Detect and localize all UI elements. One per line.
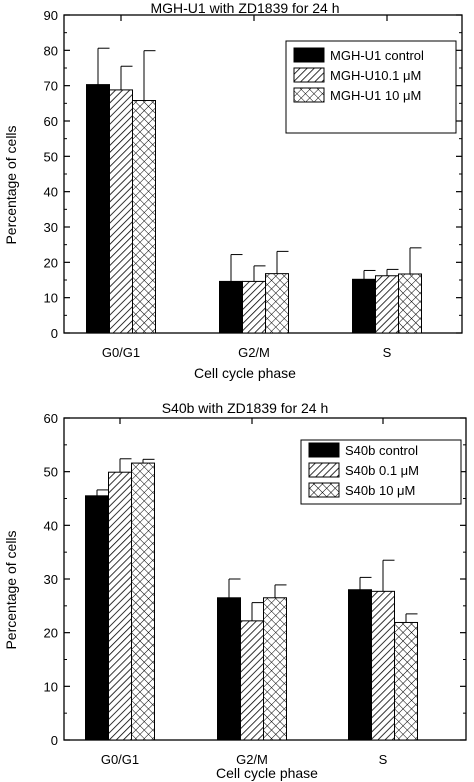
bar bbox=[131, 462, 155, 741]
y-tick-label: 50 bbox=[44, 465, 58, 480]
y-ticks: 0 10 20 30 40 50 60 bbox=[44, 411, 466, 748]
y-tick-label: 60 bbox=[44, 411, 58, 426]
y-tick-label: 30 bbox=[44, 220, 58, 235]
bar bbox=[398, 273, 422, 334]
bar bbox=[219, 280, 243, 334]
legend-swatch bbox=[293, 67, 325, 83]
bar bbox=[348, 589, 372, 741]
chart-title: MGH-U1 with ZD1839 for 24 h bbox=[150, 0, 339, 16]
x-tick-label: G0/G1 bbox=[102, 345, 140, 360]
x-tick-label: G2/M bbox=[236, 752, 268, 767]
x-ticks: G0/G1 G2/M S bbox=[102, 15, 392, 360]
legend-swatch bbox=[293, 87, 325, 103]
y-tick-label: 60 bbox=[44, 114, 58, 129]
y-axis-label: Percentage of cells bbox=[3, 125, 19, 244]
bars bbox=[85, 458, 418, 741]
bars bbox=[86, 47, 422, 334]
x-tick-label: S bbox=[379, 752, 388, 767]
legend-label: S40b 10 μM bbox=[345, 483, 415, 498]
legend-label: MGH-U1 10 μM bbox=[330, 88, 421, 103]
bar bbox=[394, 621, 418, 741]
x-tick-label: G2/M bbox=[238, 345, 270, 360]
legend-swatch bbox=[308, 442, 340, 458]
bar bbox=[108, 471, 132, 741]
chart-s40b: S40b with ZD1839 for 24 h Percentage of … bbox=[3, 400, 467, 781]
bar bbox=[371, 590, 395, 741]
bar bbox=[265, 273, 289, 334]
x-tick-label: S bbox=[383, 345, 392, 360]
y-tick-label: 70 bbox=[44, 79, 58, 94]
bar bbox=[132, 100, 156, 334]
y-tick-label: 20 bbox=[44, 255, 58, 270]
x-axis-label: Cell cycle phase bbox=[216, 765, 318, 781]
y-tick-label: 80 bbox=[44, 43, 58, 58]
bar bbox=[242, 280, 266, 334]
y-tick-label: 10 bbox=[44, 679, 58, 694]
chart-mgh-u1: MGH-U1 with ZD1839 for 24 h Percentage o… bbox=[3, 0, 463, 381]
bar bbox=[352, 278, 376, 334]
bar bbox=[263, 597, 287, 741]
x-tick-label: G0/G1 bbox=[101, 752, 139, 767]
y-tick-label: 40 bbox=[44, 518, 58, 533]
x-ticks: G0/G1 G2/M S bbox=[101, 418, 388, 767]
bar bbox=[86, 84, 110, 334]
y-ticks: 0 10 20 30 40 50 60 70 80 90 bbox=[44, 8, 462, 341]
legend: S40b control S40b 0.1 μM S40b 10 μM bbox=[300, 439, 462, 505]
y-tick-label: 0 bbox=[51, 326, 58, 341]
bar bbox=[240, 620, 264, 741]
legend-swatch bbox=[293, 47, 325, 63]
y-tick-label: 90 bbox=[44, 8, 58, 23]
legend-label: S40b 0.1 μM bbox=[345, 463, 419, 478]
bar bbox=[217, 597, 241, 741]
legend-swatch bbox=[308, 462, 340, 478]
bar bbox=[375, 275, 399, 334]
y-tick-label: 30 bbox=[44, 572, 58, 587]
bar bbox=[109, 89, 133, 334]
legend-swatch bbox=[308, 482, 340, 498]
legend-label: MGH-U1 control bbox=[330, 48, 424, 63]
y-tick-label: 50 bbox=[44, 149, 58, 164]
legend-label: S40b control bbox=[345, 443, 418, 458]
y-tick-label: 40 bbox=[44, 185, 58, 200]
legend-label: MGH-U10.1 μM bbox=[330, 68, 421, 83]
y-tick-label: 20 bbox=[44, 626, 58, 641]
chart-title: S40b with ZD1839 for 24 h bbox=[162, 400, 329, 416]
x-axis-label: Cell cycle phase bbox=[194, 365, 296, 381]
y-tick-label: 10 bbox=[44, 291, 58, 306]
bar bbox=[85, 495, 109, 741]
legend: MGH-U1 control MGH-U10.1 μM MGH-U1 10 μM bbox=[285, 40, 457, 134]
y-tick-label: 0 bbox=[51, 733, 58, 748]
y-axis-label: Percentage of cells bbox=[3, 530, 19, 649]
